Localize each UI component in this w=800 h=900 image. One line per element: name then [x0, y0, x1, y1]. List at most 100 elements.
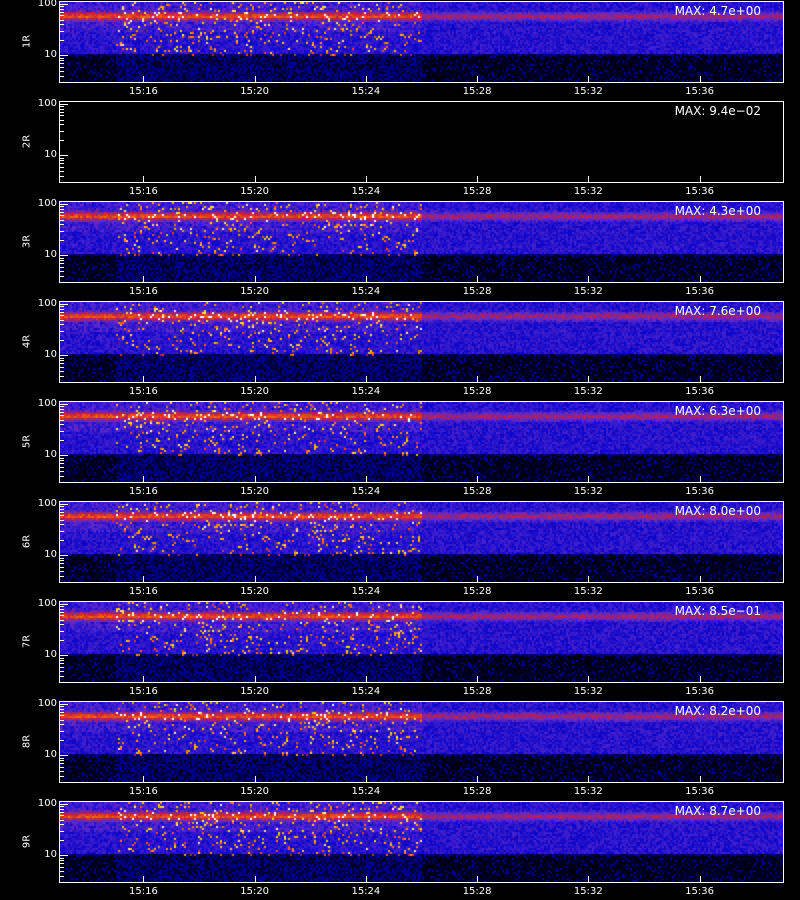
y-tick-mark	[60, 615, 64, 617]
y-tick-mark	[60, 124, 64, 126]
y-tick-mark	[60, 375, 64, 377]
spectrogram-panel: MAX: 8.0e+00 6R 100 10 15:16 15:20 15:24 15:28 1…	[0, 498, 800, 600]
x-tick-mark	[254, 776, 256, 782]
x-tick-mark	[477, 376, 479, 382]
x-tick-label: 15:36	[685, 686, 714, 697]
x-tick-mark	[477, 876, 479, 882]
x-tick-mark	[365, 176, 367, 182]
y-tick-mark	[60, 675, 64, 677]
y-tick-mark	[60, 15, 64, 17]
y-tick-label: 100	[37, 598, 57, 610]
max-value-label: MAX: 8.0e+00	[674, 504, 761, 518]
y-tick-mark	[60, 815, 64, 817]
x-tick-label: 15:16	[129, 86, 158, 97]
y-tick-mark	[60, 630, 64, 632]
y-tick-mark	[60, 770, 64, 772]
y-tick-mark	[60, 275, 64, 277]
x-tick-label: 15:24	[351, 186, 381, 197]
x-tick-label: 15:32	[573, 486, 603, 497]
y-tick-label: 10	[44, 349, 57, 361]
y-tick-mark	[60, 19, 64, 21]
spectrogram-plot: MAX: 7.6e+00	[59, 301, 784, 383]
y-tick-mark	[60, 224, 64, 226]
y-tick-mark	[60, 160, 64, 162]
y-tick-label: 100	[37, 98, 57, 110]
y-tick-mark	[60, 266, 64, 268]
spectrogram-plot: MAX: 8.7e+00	[59, 801, 784, 883]
y-tick-mark	[60, 563, 64, 565]
y-tick-mark	[60, 406, 64, 408]
max-value-label: MAX: 6.3e+00	[674, 404, 761, 418]
x-tick-mark	[254, 376, 256, 382]
y-tick-mark	[60, 712, 64, 714]
x-tick-mark	[588, 776, 590, 782]
max-value-label: MAX: 8.5e−01	[674, 604, 761, 618]
y-tick-mark	[60, 206, 64, 208]
x-tick-label: 15:28	[462, 386, 492, 397]
y-tick-mark	[60, 519, 64, 521]
y-tick-label: 100	[37, 298, 57, 310]
y-tick-mark	[60, 412, 64, 414]
y-tick-mark	[60, 82, 64, 83]
spectrogram-plot: MAX: 6.3e+00	[59, 401, 784, 483]
y-tick-mark	[60, 239, 64, 241]
y-tick-mark	[60, 470, 64, 472]
x-tick-mark	[588, 76, 590, 82]
y-tick-mark	[60, 409, 64, 411]
y-tick-mark	[60, 170, 64, 172]
y-axis-label: 1R	[21, 34, 33, 49]
y-tick-mark	[60, 666, 64, 668]
x-tick-label: 15:20	[240, 886, 270, 897]
spectrogram-plot: MAX: 9.4e−02	[59, 101, 784, 183]
x-tick-mark	[588, 176, 590, 182]
spectrogram-image	[60, 102, 783, 182]
x-tick-label: 15:20	[240, 386, 270, 397]
y-tick-label: 100	[37, 698, 57, 710]
x-tick-mark	[477, 576, 479, 582]
x-tick-mark	[477, 676, 479, 682]
y-tick-label: 10	[44, 749, 57, 761]
x-tick-label: 15:28	[462, 586, 492, 597]
spectrogram-panel: MAX: 8.7e+00 9R 100 10 15:16 15:20 15:24 15:28 1…	[0, 798, 800, 900]
x-tick-mark	[588, 676, 590, 682]
y-tick-label: 100	[37, 798, 57, 810]
y-tick-mark	[60, 866, 64, 868]
y-tick-mark	[60, 824, 64, 826]
x-tick-mark	[699, 76, 701, 82]
x-tick-label: 15:24	[351, 586, 381, 597]
y-tick-mark	[60, 209, 64, 211]
y-tick-mark	[60, 363, 64, 365]
x-tick-label: 15:36	[685, 186, 714, 197]
spectrogram-image	[60, 502, 783, 582]
y-axis-label: 2R	[21, 134, 33, 149]
x-tick-mark	[143, 676, 145, 682]
y-tick-mark	[60, 530, 64, 532]
x-tick-label: 15:20	[240, 486, 270, 497]
x-tick-label: 15:32	[573, 786, 603, 797]
y-tick-mark	[60, 415, 64, 417]
x-tick-label: 15:24	[351, 686, 381, 697]
x-tick-label: 15:28	[462, 486, 492, 497]
y-tick-mark	[60, 57, 64, 59]
x-tick-mark	[588, 376, 590, 382]
y-tick-mark	[60, 166, 64, 168]
y-tick-mark	[60, 63, 64, 65]
y-tick-mark	[60, 855, 68, 857]
y-tick-mark	[60, 282, 64, 283]
x-tick-mark	[143, 476, 145, 482]
y-tick-mark	[60, 212, 64, 214]
x-tick-label: 15:16	[129, 286, 158, 297]
x-tick-label: 15:16	[129, 586, 158, 597]
x-tick-mark	[143, 376, 145, 382]
y-tick-label: 100	[37, 498, 57, 510]
x-tick-label: 15:16	[129, 486, 158, 497]
y-tick-mark	[60, 39, 64, 41]
y-tick-mark	[60, 430, 64, 432]
y-tick-mark	[60, 119, 64, 121]
y-tick-mark	[60, 315, 64, 317]
x-tick-label: 15:24	[351, 486, 381, 497]
y-tick-mark	[60, 55, 68, 57]
x-tick-label: 15:24	[351, 886, 381, 897]
y-tick-mark	[60, 255, 68, 257]
y-tick-mark	[60, 882, 64, 883]
